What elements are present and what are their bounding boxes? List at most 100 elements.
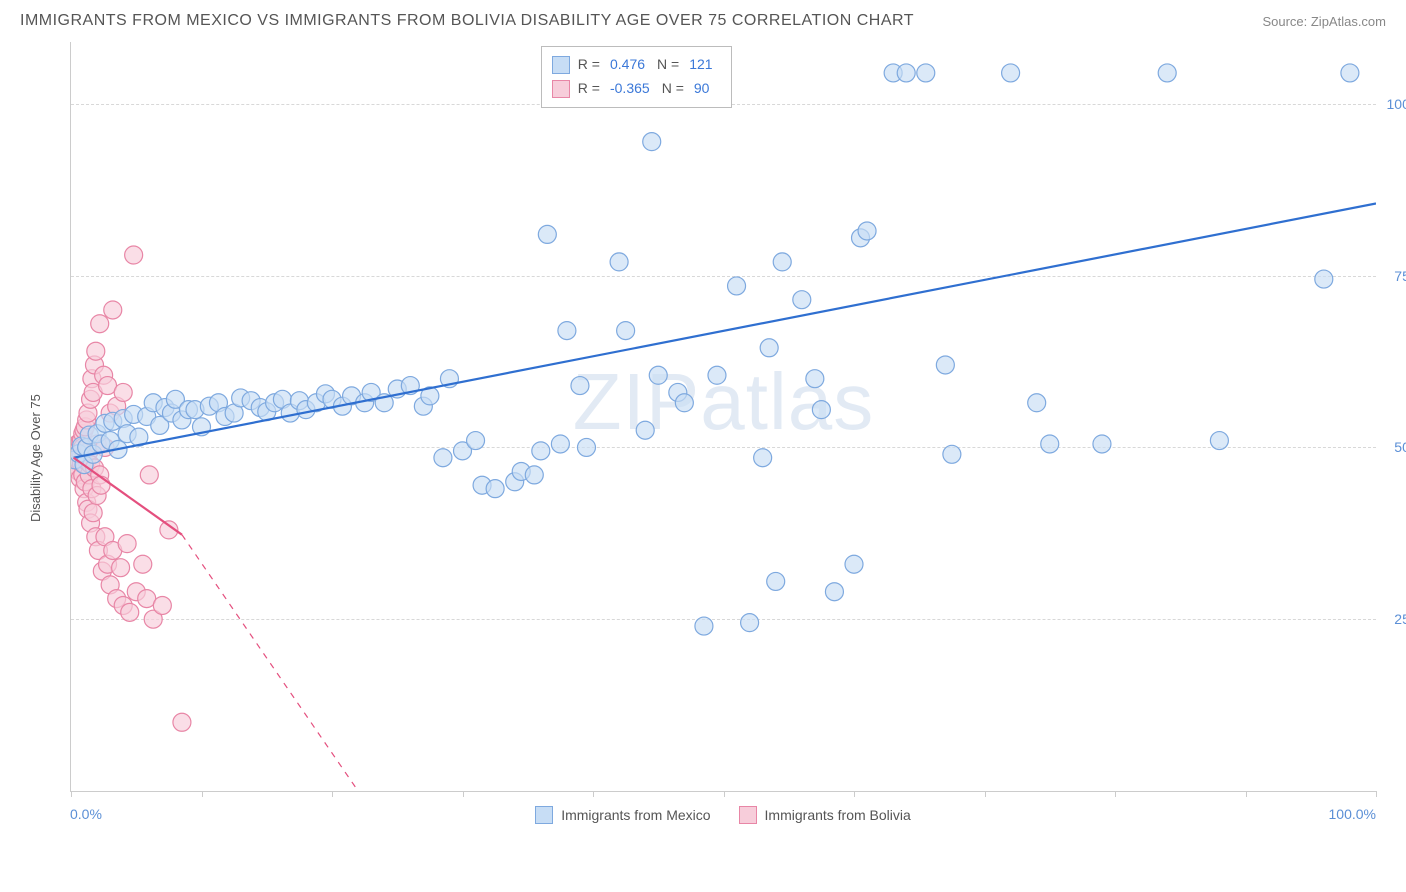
scatter-point	[897, 64, 915, 82]
scatter-point	[825, 583, 843, 601]
scatter-point	[917, 64, 935, 82]
scatter-point	[525, 466, 543, 484]
scatter-point	[153, 596, 171, 614]
scatter-point	[767, 572, 785, 590]
source-label: Source:	[1262, 14, 1310, 29]
x-tick-mark	[202, 791, 203, 797]
scatter-point	[112, 559, 130, 577]
chart-container: Disability Age Over 75 ZIPatlas R = 0.47…	[60, 42, 1386, 832]
x-tick-mark	[1376, 791, 1377, 797]
r-label: R =	[578, 53, 600, 77]
trend-line	[182, 535, 358, 791]
scatter-point	[708, 366, 726, 384]
swatch-bolivia-icon	[739, 806, 757, 824]
scatter-point	[675, 394, 693, 412]
x-tick-mark	[332, 791, 333, 797]
scatter-point	[87, 342, 105, 360]
scatter-point	[114, 383, 132, 401]
source-attribution: Source: ZipAtlas.com	[1262, 14, 1386, 29]
y-tick-label: 25.0%	[1384, 611, 1406, 627]
y-tick-label: 100.0%	[1384, 96, 1406, 112]
scatter-point	[84, 504, 102, 522]
n-label: N =	[657, 53, 679, 77]
x-tick-mark	[985, 791, 986, 797]
scatter-point	[1158, 64, 1176, 82]
x-tick-mark	[724, 791, 725, 797]
n-value-mexico: 121	[689, 53, 712, 77]
scatter-point	[1093, 435, 1111, 453]
scatter-point	[125, 246, 143, 264]
scatter-point	[532, 442, 550, 460]
scatter-point	[1210, 432, 1228, 450]
scatter-point	[858, 222, 876, 240]
stats-row-mexico: R = 0.476 N = 121	[552, 53, 717, 77]
plot-area: ZIPatlas R = 0.476 N = 121 R = -0.365 N …	[70, 42, 1376, 792]
scatter-point	[636, 421, 654, 439]
scatter-point	[741, 614, 759, 632]
series-legend: Immigrants from Mexico Immigrants from B…	[60, 806, 1386, 824]
legend-label-bolivia: Immigrants from Bolivia	[765, 807, 911, 823]
scatter-point	[140, 466, 158, 484]
scatter-point	[467, 432, 485, 450]
scatter-point	[936, 356, 954, 374]
scatter-point	[1041, 435, 1059, 453]
scatter-point	[793, 291, 811, 309]
scatter-point	[806, 370, 824, 388]
scatter-point	[134, 555, 152, 573]
scatter-point	[577, 438, 595, 456]
scatter-point	[1315, 270, 1333, 288]
n-value-bolivia: 90	[694, 77, 710, 101]
scatter-point	[1028, 394, 1046, 412]
scatter-point	[118, 535, 136, 553]
y-tick-label: 75.0%	[1384, 268, 1406, 284]
y-axis-label: Disability Age Over 75	[28, 394, 43, 522]
legend-label-mexico: Immigrants from Mexico	[561, 807, 710, 823]
scatter-point	[695, 617, 713, 635]
scatter-point	[845, 555, 863, 573]
scatter-point	[434, 449, 452, 467]
swatch-bolivia-icon	[552, 80, 570, 98]
scatter-point	[754, 449, 772, 467]
source-value: ZipAtlas.com	[1311, 14, 1386, 29]
legend-item-mexico: Immigrants from Mexico	[535, 806, 710, 824]
scatter-point	[649, 366, 667, 384]
scatter-point	[610, 253, 628, 271]
scatter-point	[943, 445, 961, 463]
scatter-point	[760, 339, 778, 357]
chart-title: IMMIGRANTS FROM MEXICO VS IMMIGRANTS FRO…	[20, 12, 914, 30]
scatter-point	[812, 401, 830, 419]
scatter-point	[121, 603, 139, 621]
y-tick-label: 50.0%	[1384, 439, 1406, 455]
scatter-point	[558, 322, 576, 340]
legend-item-bolivia: Immigrants from Bolivia	[739, 806, 911, 824]
scatter-point	[91, 315, 109, 333]
scatter-point	[538, 225, 556, 243]
scatter-point	[728, 277, 746, 295]
scatter-point	[551, 435, 569, 453]
scatter-point	[571, 377, 589, 395]
scatter-svg	[71, 42, 1376, 791]
r-value-bolivia: -0.365	[610, 77, 650, 101]
x-tick-mark	[593, 791, 594, 797]
scatter-point	[1002, 64, 1020, 82]
x-tick-mark	[1246, 791, 1247, 797]
x-tick-mark	[1115, 791, 1116, 797]
scatter-point	[643, 133, 661, 151]
scatter-point	[486, 480, 504, 498]
scatter-point	[92, 476, 110, 494]
swatch-mexico-icon	[535, 806, 553, 824]
scatter-point	[1341, 64, 1359, 82]
swatch-mexico-icon	[552, 56, 570, 74]
x-tick-mark	[463, 791, 464, 797]
r-label: R =	[578, 77, 600, 101]
stats-legend-box: R = 0.476 N = 121 R = -0.365 N = 90	[541, 46, 732, 108]
scatter-point	[173, 713, 191, 731]
x-tick-mark	[854, 791, 855, 797]
x-tick-mark	[71, 791, 72, 797]
stats-row-bolivia: R = -0.365 N = 90	[552, 77, 717, 101]
trend-line	[74, 203, 1376, 457]
r-value-mexico: 0.476	[610, 53, 645, 77]
scatter-point	[104, 301, 122, 319]
n-label: N =	[662, 77, 684, 101]
scatter-point	[617, 322, 635, 340]
